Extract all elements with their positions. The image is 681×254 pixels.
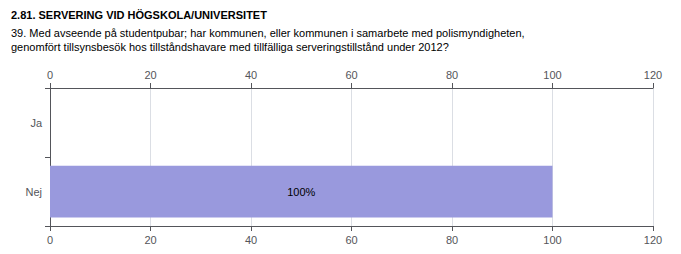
svg-text:40: 40 (245, 69, 257, 81)
svg-text:100%: 100% (287, 186, 315, 198)
svg-text:100: 100 (543, 234, 561, 246)
svg-text:40: 40 (245, 234, 257, 246)
svg-text:60: 60 (345, 234, 357, 246)
svg-text:20: 20 (144, 234, 156, 246)
svg-text:0: 0 (47, 234, 53, 246)
svg-text:39. Med avseende på studentpub: 39. Med avseende på studentpubar; har ko… (11, 27, 525, 39)
svg-text:100: 100 (543, 69, 561, 81)
svg-text:0: 0 (47, 69, 53, 81)
svg-text:120: 120 (644, 69, 662, 81)
svg-text:2.81. SERVERING VID HÖGSKOLA/U: 2.81. SERVERING VID HÖGSKOLA/UNIVERSITET (11, 9, 267, 21)
svg-text:80: 80 (446, 234, 458, 246)
svg-text:genomfört tillsynsbesök hos ti: genomfört tillsynsbesök hos tillståndsha… (11, 41, 449, 53)
svg-text:Ja: Ja (30, 117, 43, 129)
svg-text:Nej: Nej (25, 186, 42, 198)
svg-text:120: 120 (644, 234, 662, 246)
svg-text:20: 20 (144, 69, 156, 81)
svg-text:80: 80 (446, 69, 458, 81)
svg-text:60: 60 (345, 69, 357, 81)
